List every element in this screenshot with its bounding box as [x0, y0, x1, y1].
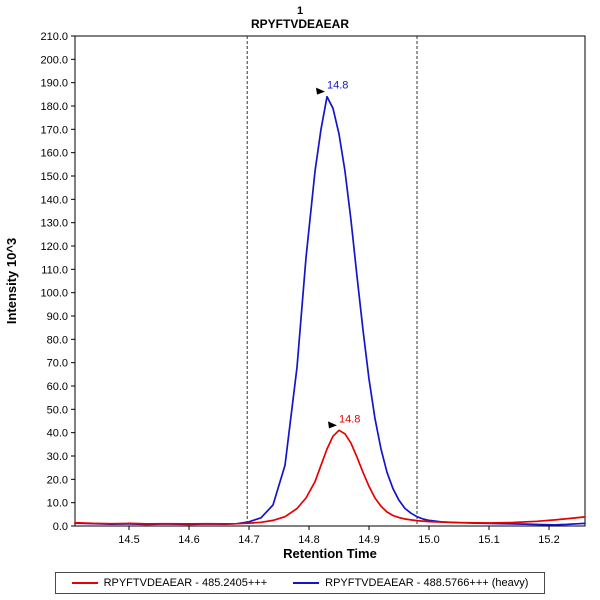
- series-line[interactable]: [74, 429, 586, 525]
- y-tick-label: 160.0: [40, 148, 68, 160]
- peak-annotation-arrow-icon: [328, 421, 337, 429]
- y-tick-label: 190.0: [40, 78, 68, 90]
- y-tick-label: 20.0: [47, 474, 68, 486]
- x-tick-label: 14.7: [238, 534, 259, 546]
- y-tick-label: 120.0: [40, 241, 68, 253]
- legend-label-heavy: RPYFTVDEAEAR - 488.5766+++ (heavy): [325, 577, 529, 589]
- legend-line-sample-red: [71, 582, 98, 584]
- y-tick-label: 110.0: [41, 264, 68, 276]
- chart-title: 1: [297, 5, 303, 17]
- x-tick-label: 14.5: [118, 534, 139, 546]
- y-tick-label: 150.0: [40, 171, 68, 183]
- legend-item-heavy[interactable]: RPYFTVDEAEAR - 488.5766+++ (heavy): [293, 577, 528, 589]
- chromatogram-plot: 1 RPYFTVDEAEAR Intensity 10^3 Retention …: [4, 5, 586, 561]
- peak-annotation-label[interactable]: 14.8: [339, 413, 360, 425]
- peak-annotation-arrow-icon: [316, 87, 325, 95]
- x-tick-label: 15.0: [418, 534, 439, 546]
- plot-background: [74, 35, 586, 527]
- y-tick-label: 70.0: [47, 358, 68, 370]
- x-tick-label: 14.6: [178, 534, 199, 546]
- integration-boundaries: [246, 36, 418, 526]
- y-axis-ticks: 0.0 10.0 20.0 30.0 40.0 50.0 60.0 70.0 80.0 90.0 1…: [40, 31, 75, 533]
- y-tick-label: 0.0: [53, 521, 68, 533]
- y-tick-label: 80.0: [47, 334, 68, 346]
- y-tick-label: 10.0: [47, 498, 68, 510]
- x-tick-label: 14.8: [298, 534, 319, 546]
- y-tick-label: 180.0: [40, 101, 68, 113]
- peak-annotations: 14.8 14.8: [316, 80, 360, 429]
- y-tick-label: 170.0: [40, 124, 68, 136]
- y-tick-label: 130.0: [40, 218, 68, 230]
- x-tick-label: 15.1: [478, 534, 499, 546]
- series-lines: [74, 95, 586, 526]
- x-tick-label: 14.9: [358, 534, 379, 546]
- x-tick-label: 15.2: [538, 534, 559, 546]
- x-axis-label: Retention Time: [283, 546, 377, 561]
- chart-layers: 0.0 10.0 20.0 30.0 40.0 50.0 60.0 70.0 80.0 90.0 1…: [40, 31, 586, 546]
- y-tick-label: 210.0: [40, 31, 68, 43]
- y-tick-label: 100.0: [40, 288, 68, 300]
- y-tick-label: 40.0: [47, 428, 68, 440]
- y-tick-label: 60.0: [47, 381, 68, 393]
- legend: RPYFTVDEAEAR - 485.2405+++ RPYFTVDEAEAR …: [55, 572, 545, 594]
- y-axis-label: Intensity 10^3: [4, 238, 19, 324]
- chart-subtitle: RPYFTVDEAEAR: [251, 17, 349, 31]
- y-tick-label: 90.0: [47, 311, 68, 323]
- y-tick-label: 200.0: [40, 54, 68, 66]
- legend-item-light[interactable]: RPYFTVDEAEAR - 485.2405+++: [71, 577, 268, 589]
- y-tick-label: 30.0: [47, 451, 68, 463]
- legend-line-sample-blue: [293, 582, 320, 584]
- y-tick-label: 140.0: [40, 194, 68, 206]
- axes: [74, 35, 586, 527]
- legend-label-light: RPYFTVDEAEAR - 485.2405+++: [103, 577, 268, 589]
- x-axis-ticks: 14.5 14.6 14.7 14.8 14.9 15.0 15.1 15.2: [118, 526, 560, 546]
- y-tick-label: 50.0: [47, 404, 68, 416]
- peak-annotation-label[interactable]: 14.8: [327, 80, 348, 92]
